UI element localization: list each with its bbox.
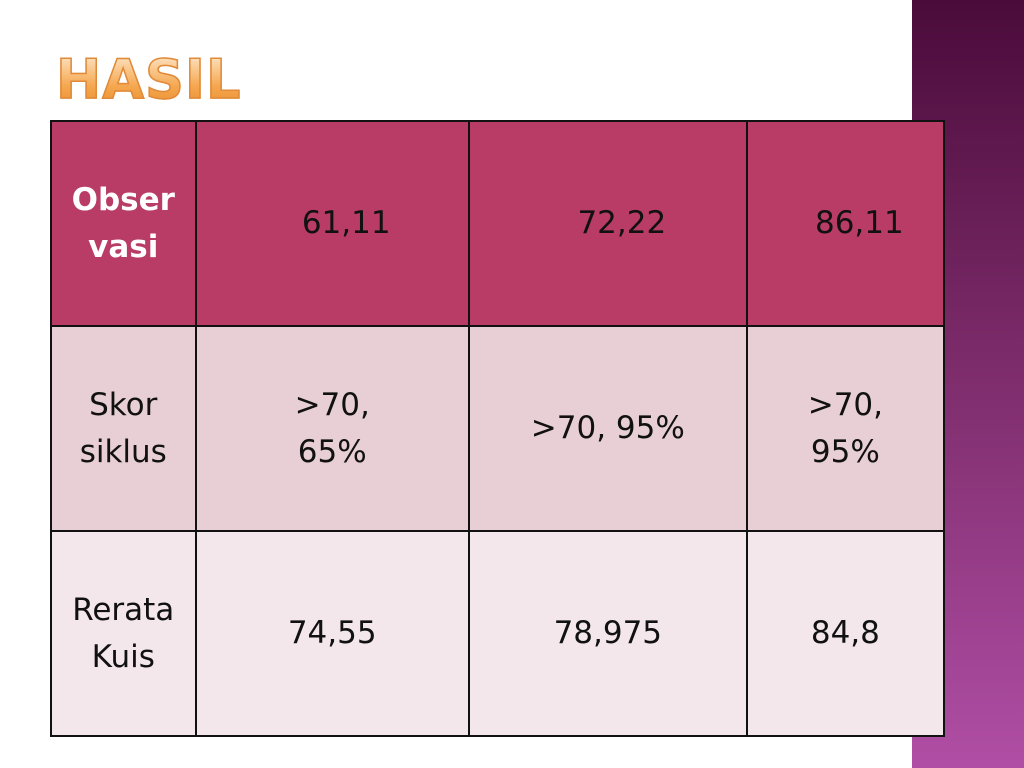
- slide-title: HASIL: [55, 47, 242, 112]
- table-row: Observasi 61,11 72,22 86,11: [50, 120, 946, 327]
- row-header: Rerata Kuis: [50, 530, 197, 737]
- table-cell: 86,11: [745, 120, 946, 327]
- table-cell: 72,22: [467, 120, 748, 327]
- table-cell: 61,11: [194, 120, 470, 327]
- table-cell: 78,975: [467, 530, 748, 737]
- row-header: Observasi: [50, 120, 197, 327]
- results-table: Observasi 61,11 72,22 86,11 Skor siklus >70, …: [50, 120, 946, 737]
- table-cell: 84,8: [745, 530, 946, 737]
- table-cell: >70, 95%: [467, 325, 748, 532]
- table-cell: >70, 95%: [745, 325, 946, 532]
- row-header: Skor siklus: [50, 325, 197, 532]
- table-row: Rerata Kuis 74,55 78,975 84,8: [50, 530, 946, 737]
- table-cell: >70, 65%: [194, 325, 470, 532]
- table-row: Skor siklus >70, 65% >70, 95% >70, 95%: [50, 325, 946, 532]
- table-cell: 74,55: [194, 530, 470, 737]
